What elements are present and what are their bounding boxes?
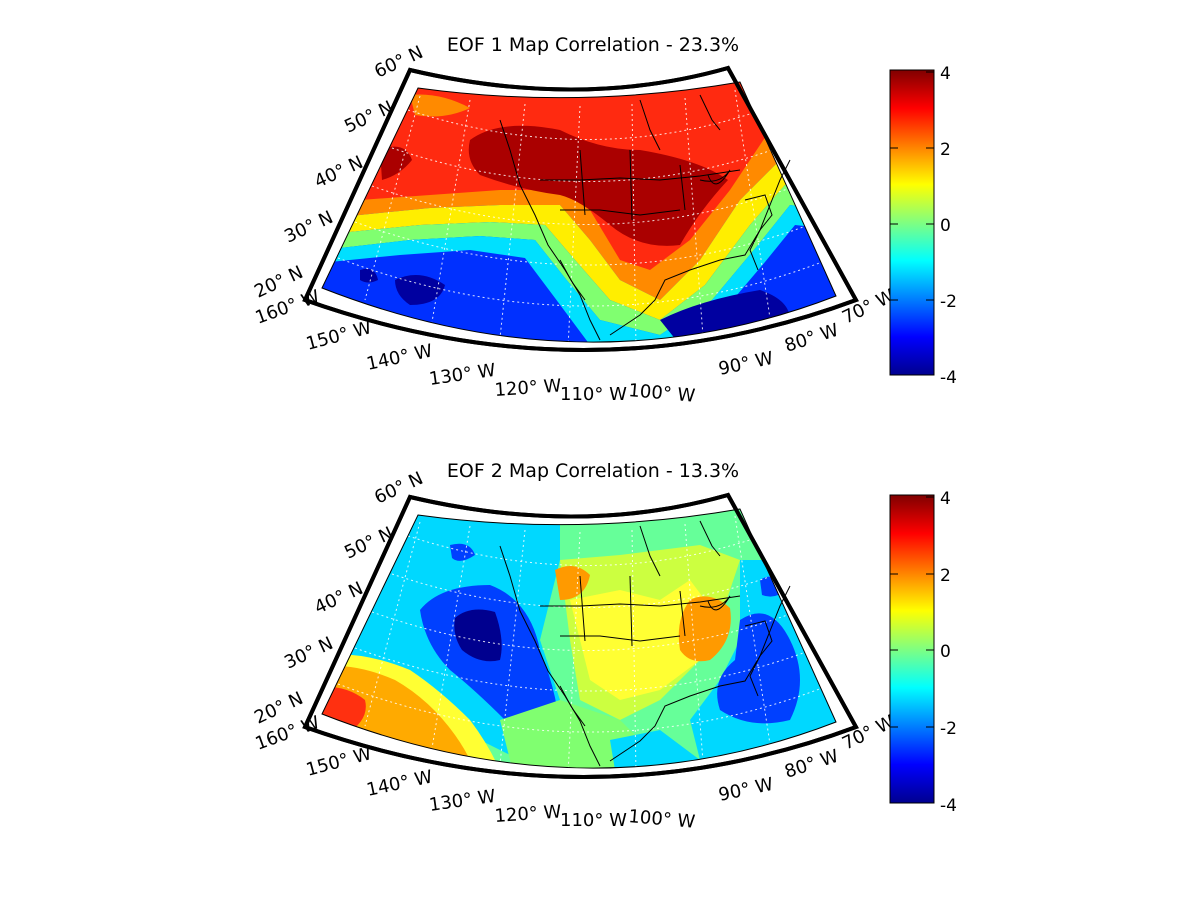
lon-label-130: 130° W bbox=[428, 786, 497, 816]
lon-label-90: 90° W bbox=[717, 774, 776, 806]
colorbar-tick: 2 bbox=[940, 566, 951, 586]
lon-label-90: 90° W bbox=[717, 348, 776, 380]
panel-title: EOF 1 Map Correlation - 23.3% bbox=[447, 34, 739, 56]
colorbar-tick: 4 bbox=[940, 489, 951, 509]
lon-label-110: 110° W bbox=[560, 384, 627, 405]
lon-label-120: 120° W bbox=[494, 801, 562, 827]
colorbar-tick: -2 bbox=[940, 292, 957, 312]
coastlines bbox=[499, 520, 791, 767]
lon-label-110: 110° W bbox=[560, 810, 627, 831]
map-border bbox=[302, 492, 859, 779]
lon-label-150: 150° W bbox=[304, 743, 374, 781]
lon-label-150: 150° W bbox=[304, 317, 374, 355]
colorbar-tick: 0 bbox=[940, 642, 951, 662]
colorbar-tick: 0 bbox=[940, 216, 951, 236]
graticule bbox=[337, 89, 823, 349]
lon-label-140: 140° W bbox=[365, 766, 435, 800]
coastlines bbox=[499, 94, 791, 341]
lon-label-120: 120° W bbox=[494, 375, 562, 401]
lat-label-30: 30° N bbox=[281, 207, 336, 248]
colorbar-tick: -2 bbox=[940, 719, 957, 739]
colorbar-tick: -4 bbox=[940, 796, 957, 816]
colorbar-tick: 2 bbox=[940, 140, 951, 160]
map-border bbox=[302, 65, 859, 352]
panel-title: EOF 2 Map Correlation - 13.3% bbox=[447, 460, 739, 482]
lon-label-130: 130° W bbox=[428, 360, 497, 390]
lon-label-80: 80° W bbox=[782, 746, 841, 783]
colorbar: 4 2 0 -2 -4 bbox=[889, 64, 957, 388]
map-panel-eof2: EOF 2 Map Correlation - 13.3% bbox=[251, 460, 957, 833]
lon-label-140: 140° W bbox=[365, 340, 435, 374]
lat-label-30: 30° N bbox=[281, 633, 336, 674]
lon-label-100: 100° W bbox=[628, 380, 697, 407]
colorbar-tick: 4 bbox=[940, 64, 951, 84]
correlation-field bbox=[322, 509, 836, 769]
lon-label-80: 80° W bbox=[782, 320, 841, 357]
colorbar: 4 2 0 -2 -4 bbox=[889, 489, 957, 816]
lon-label-100: 100° W bbox=[628, 806, 697, 833]
graticule bbox=[337, 515, 823, 775]
colorbar-tick: -4 bbox=[940, 368, 957, 388]
correlation-field bbox=[322, 82, 836, 343]
map-panel-eof1: EOF 1 Map Correlation - 23.3% bbox=[251, 34, 957, 407]
